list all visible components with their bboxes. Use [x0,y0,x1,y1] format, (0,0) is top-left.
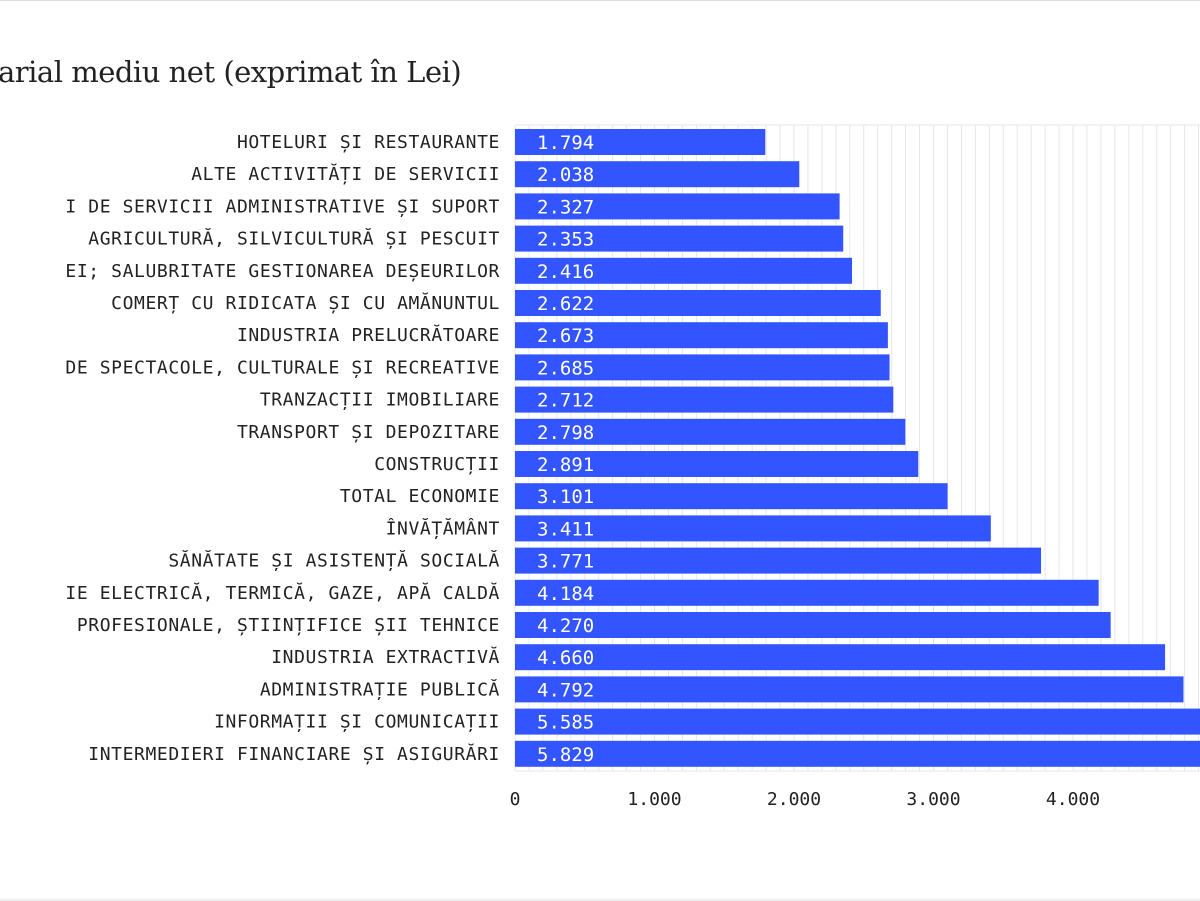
value-label: 2.712 [537,390,594,412]
category-label: INDUSTRIA PRELUCRĂTOARE [237,324,500,346]
x-tick-label: 2.000 [767,789,821,810]
value-label: 2.685 [537,357,594,379]
category-label: COMERȚ CU RIDICATA ȘI CU AMĂNUNTUL [111,292,500,314]
bar [515,257,853,284]
value-label: 5.829 [537,744,594,766]
chart-title: arial mediu net (exprimat în Lei) [0,55,462,89]
value-label: 5.585 [537,712,594,734]
value-label: 2.673 [537,325,594,347]
bar [515,225,844,252]
value-label: 2.891 [537,454,594,476]
value-label: 3.771 [537,551,594,573]
category-label: HOTELURI ȘI RESTAURANTE [237,132,500,153]
bar [515,193,840,220]
x-tick-label: 3.000 [906,789,960,810]
bar [515,354,890,381]
bar [515,483,948,510]
bar [515,386,894,413]
bar [515,129,766,155]
bar [515,612,1111,638]
value-label: 4.792 [537,679,594,701]
value-label: 3.101 [537,486,594,508]
category-label: PROFESIONALE, ȘTIINȚIFICE ȘII TEHNICE [77,615,500,636]
bar [515,644,1166,671]
value-label: 4.270 [537,615,594,637]
category-label: CONSTRUCȚII [374,454,500,475]
category-label: TRANZACȚII IMOBILIARE [260,390,500,411]
category-label: ÎNVĂȚĂMÂNT [386,517,500,539]
bar [515,451,919,477]
value-label: 2.416 [537,261,594,283]
value-label: 2.327 [537,196,594,218]
value-label: 4.184 [537,583,594,605]
bar [515,708,1200,735]
x-tick-label: 1.000 [627,789,681,810]
bar [515,322,888,349]
category-label: IE ELECTRICĂ, TERMICĂ, GAZE, APĂ CALDĂ [65,582,500,604]
category-label: INDUSTRIA EXTRACTIVĂ [271,646,500,668]
bar [515,418,906,445]
bar [515,161,800,188]
value-label: 1.794 [537,132,594,154]
category-label: INTERMEDIERI FINANCIARE ȘI ASIGURĂRI [88,743,500,765]
value-label: 3.411 [537,518,594,540]
category-label: ADMINISTRAȚIE PUBLICĂ [260,678,500,700]
category-label: EI; SALUBRITATE GESTIONAREA DEȘEURILOR [65,261,500,282]
bar [515,290,881,316]
value-label: 2.038 [537,164,594,186]
value-label: 2.622 [537,293,594,315]
category-label: AGRICULTURĂ, SILVICULTURĂ ȘI PESCUIT [88,228,500,250]
bar [515,515,991,542]
bar [515,676,1184,703]
bar [515,579,1099,606]
value-label: 2.353 [537,229,594,251]
bar [515,547,1042,574]
category-label: TRANSPORT ȘI DEPOZITARE [237,422,500,443]
category-label: ALTE ACTIVITĂȚI DE SERVICII [191,163,500,185]
category-label: TOTAL ECONOMIE [340,486,500,507]
category-label: I DE SERVICII ADMINISTRATIVE ȘI SUPORT [65,196,500,217]
x-tick-label: 0 [510,789,521,810]
x-tick-label: 4.000 [1046,789,1100,810]
value-label: 4.660 [537,647,594,669]
category-label: SĂNĂTATE ȘI ASISTENȚĂ SOCIALĂ [168,550,500,572]
category-label: DE SPECTACOLE, CULTURALE ȘI RECREATIVE [65,357,500,378]
category-label: INFORMAȚII ȘI COMUNICAȚII [214,712,500,733]
value-label: 2.798 [537,422,594,444]
bar [515,740,1200,767]
